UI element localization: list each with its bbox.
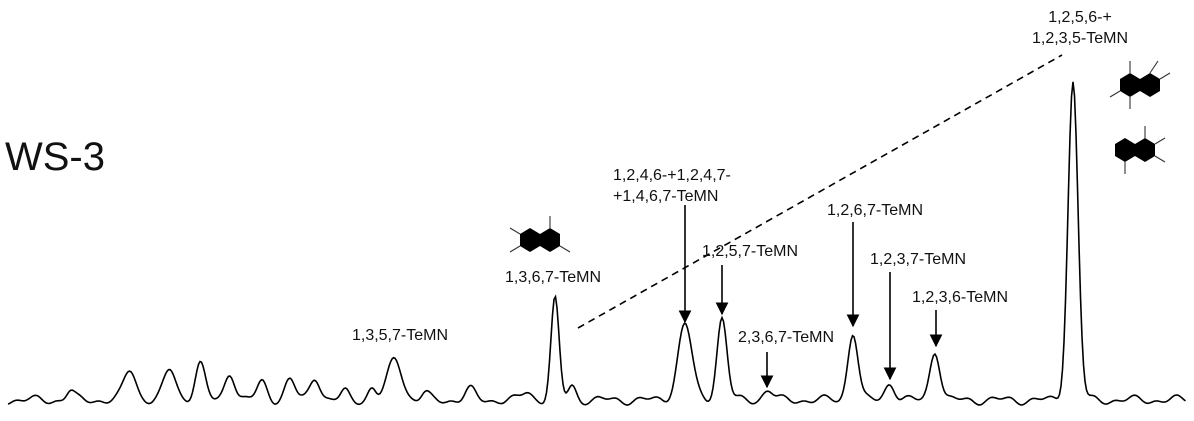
arrows (678, 205, 943, 389)
sample-label: WS-3 (5, 135, 105, 179)
peak-label: 1,3,6,7-TeMN (505, 269, 601, 286)
peak-label: 1,2,6,7-TeMN (827, 202, 923, 219)
peak-label: 1,2,3,6-TeMN (912, 289, 1008, 306)
peak-label: 1,2,5,7-TeMN (702, 243, 798, 260)
peak-label: 1,2,3,5-TeMN (1032, 30, 1128, 47)
molecule-icon (1115, 126, 1166, 174)
peak-label: 1,2,4,6-+1,2,4,7- (613, 167, 731, 184)
peak-label: 1,2,5,6-+ (1048, 9, 1112, 26)
peak-label: 1,2,3,7-TeMN (870, 251, 966, 268)
trace (7, 81, 1186, 406)
dashed-link (577, 54, 1063, 329)
molecule-icon (1109, 60, 1171, 109)
peak-label: 1,3,5,7-TeMN (352, 327, 448, 344)
peak-label: 2,3,6,7-TeMN (738, 329, 834, 346)
peak-label: +1,4,6,7-TeMN (613, 188, 718, 205)
molecule-icon (509, 216, 571, 253)
